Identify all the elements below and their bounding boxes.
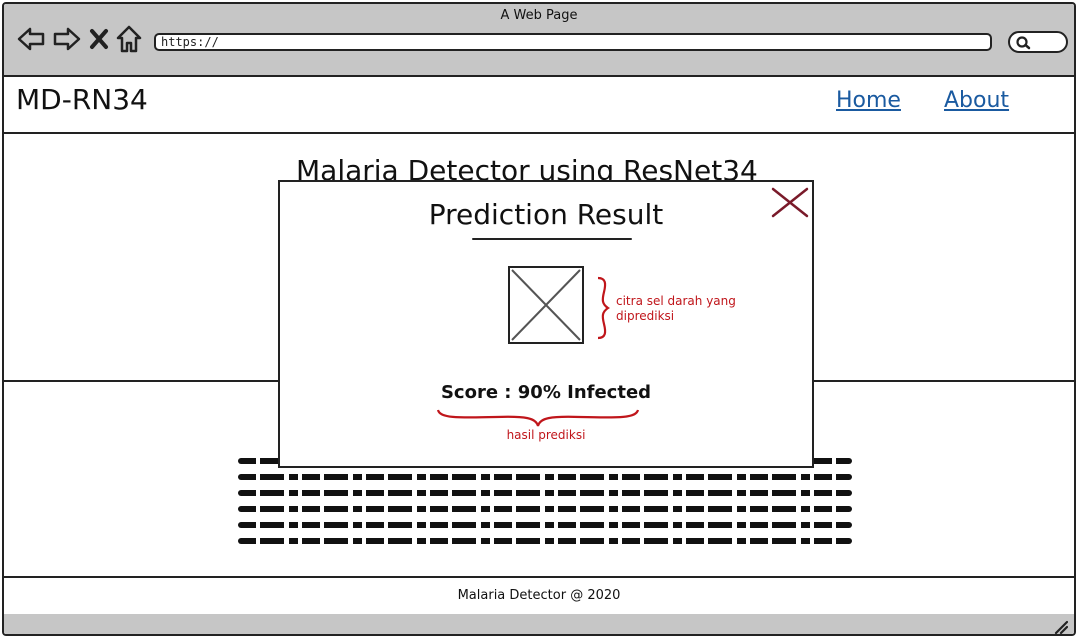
image-placeholder-icon xyxy=(511,269,581,341)
footer-text: Malaria Detector @ 2020 xyxy=(457,588,621,603)
browser-statusbar xyxy=(4,614,1074,634)
modal-close-icon[interactable] xyxy=(770,186,810,220)
image-annotation: citra sel darah yang diprediksi xyxy=(616,294,736,323)
prediction-modal: Prediction Result citra sel darah yang d… xyxy=(278,180,814,468)
home-icon[interactable] xyxy=(116,25,142,53)
address-bar[interactable]: https:// xyxy=(154,33,992,51)
forward-arrow-icon[interactable] xyxy=(52,26,82,52)
placeholder-text-block xyxy=(238,458,852,554)
search-icon xyxy=(1016,36,1031,50)
browser-search[interactable] xyxy=(1008,31,1068,53)
browser-nav xyxy=(16,24,142,54)
title-underline xyxy=(472,238,632,240)
window-title: A Web Page xyxy=(500,8,578,23)
blood-cell-image xyxy=(508,266,584,344)
browser-chrome: A Web Page https:// xyxy=(4,4,1074,77)
placeholder-line xyxy=(238,522,852,528)
score-text: Score : 90% Infected xyxy=(440,382,652,403)
placeholder-line xyxy=(238,490,852,496)
modal-title: Prediction Result xyxy=(428,198,664,231)
site-footer: Malaria Detector @ 2020 xyxy=(4,576,1074,616)
resize-grip-icon[interactable] xyxy=(1054,620,1068,634)
placeholder-line xyxy=(238,506,852,512)
nav-about-link[interactable]: About xyxy=(944,88,1010,113)
annotation-brace-icon xyxy=(436,409,640,427)
placeholder-line xyxy=(238,538,852,544)
placeholder-line xyxy=(238,474,852,480)
score-annotation: hasil prediksi xyxy=(506,428,586,442)
annotation-brace-icon xyxy=(597,276,610,340)
close-x-icon[interactable] xyxy=(88,26,110,52)
back-arrow-icon[interactable] xyxy=(16,26,46,52)
nav-home-link[interactable]: Home xyxy=(836,88,901,113)
site-header: MD-RN34 Home About xyxy=(4,75,1074,134)
site-logo[interactable]: MD-RN34 xyxy=(16,83,148,116)
